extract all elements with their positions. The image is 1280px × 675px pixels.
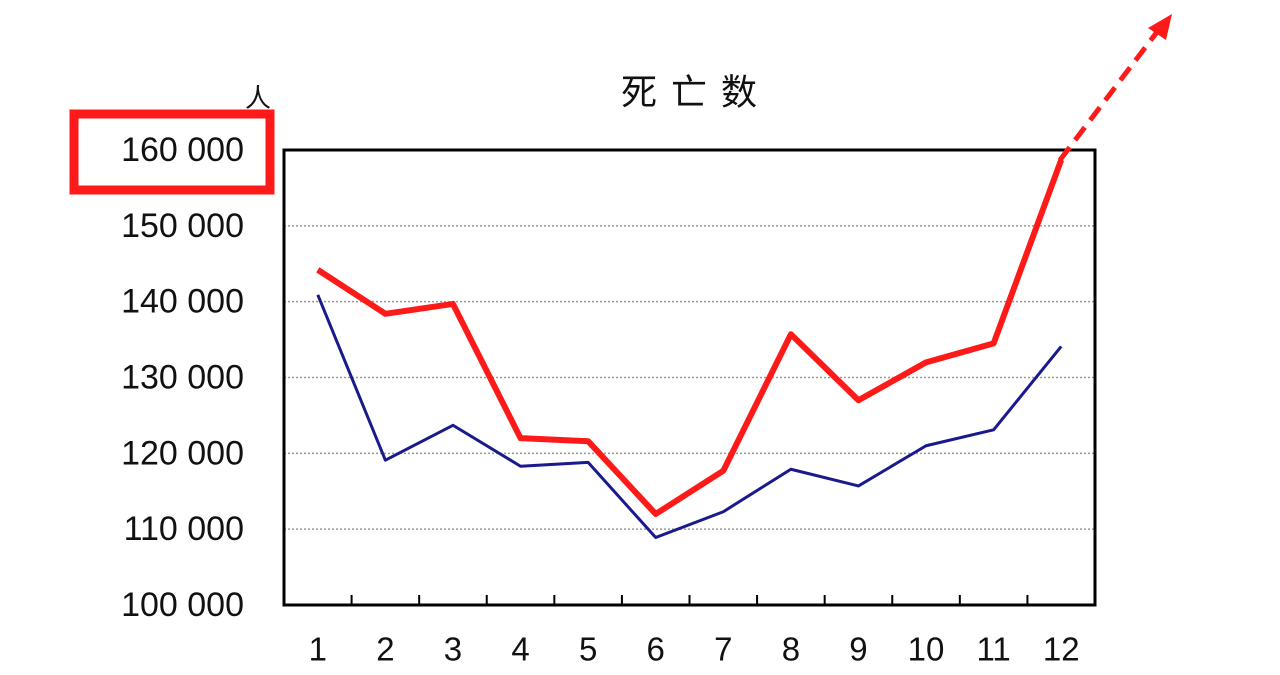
series-line — [316, 294, 1063, 540]
arrow-head — [1148, 14, 1172, 40]
chart-title: 死 亡 数 — [621, 72, 759, 113]
plot-area: 100 000 110 000 120 000 130 000 140 000 150 0… — [121, 131, 1097, 668]
x-tick-label: 4 — [511, 631, 529, 668]
y-tick-label: 130 000 — [121, 358, 244, 396]
x-tick-label: 12 — [1043, 631, 1080, 668]
x-tick-label: 9 — [849, 631, 867, 668]
x-tick-label: 6 — [647, 631, 665, 668]
x-tick-label: 10 — [908, 631, 945, 668]
x-tick-label: 11 — [976, 631, 1010, 668]
y-tick-label: 120 000 — [121, 434, 244, 472]
y-tick-label: 150 000 — [121, 207, 244, 245]
highlight-box — [69, 109, 275, 195]
x-tick-label: 5 — [579, 631, 597, 668]
trend-arrow — [1058, 26, 1162, 162]
y-tick-label: 140 000 — [121, 283, 244, 321]
x-tick-label: 1 — [309, 631, 327, 668]
x-tick-label: 3 — [444, 631, 462, 668]
x-tick-label: 2 — [376, 631, 394, 668]
y-tick-label: 110 000 — [124, 510, 244, 548]
y-tick-label: 100 000 — [121, 586, 244, 624]
y-tick-label: 160 000 — [121, 131, 244, 169]
x-tick-label: 7 — [714, 631, 732, 668]
x-tick-label: 8 — [782, 631, 800, 668]
series-line — [316, 158, 1065, 517]
y-unit: 人 — [245, 83, 271, 113]
